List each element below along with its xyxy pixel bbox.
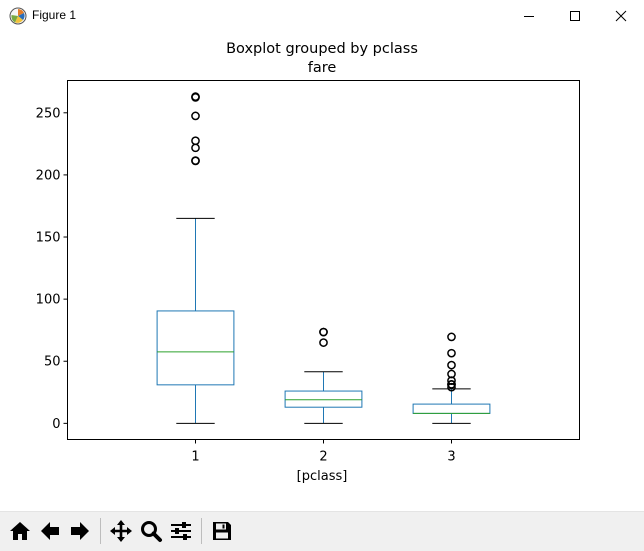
outlier-point — [447, 360, 456, 370]
arrow-right-icon — [71, 522, 89, 540]
outlier-point — [319, 327, 328, 337]
arrow-left-icon — [41, 522, 59, 540]
window-title: Figure 1 — [32, 8, 77, 22]
x-tick-label: 3 — [447, 450, 455, 465]
x-axis: 1 2 3 — [191, 439, 456, 465]
y-tick-label: 100 — [36, 293, 61, 308]
outlier-point — [191, 143, 200, 153]
box-series — [156, 92, 491, 424]
forward-button[interactable] — [66, 517, 94, 545]
navigation-toolbar — [0, 511, 644, 551]
y-axis: 0 50 100 150 200 250 — [36, 106, 68, 432]
window-titlebar: Figure 1 — [0, 0, 644, 33]
close-icon — [615, 10, 627, 22]
y-tick-label: 0 — [52, 417, 60, 432]
pan-button[interactable] — [107, 517, 135, 545]
y-tick-label: 250 — [36, 106, 61, 121]
minimize-button[interactable] — [506, 0, 552, 32]
outlier-point — [447, 348, 456, 358]
box-group-2 — [284, 327, 363, 424]
y-tick-label: 200 — [36, 168, 61, 183]
close-button[interactable] — [598, 0, 644, 32]
outlier-point — [191, 136, 200, 146]
toolbar-separator — [201, 518, 202, 544]
back-button[interactable] — [36, 517, 64, 545]
outlier-point — [191, 111, 200, 121]
y-tick-label: 50 — [44, 355, 61, 370]
x-tick-label: 2 — [319, 450, 327, 465]
outlier-point — [447, 332, 456, 342]
x-tick-label: 1 — [191, 450, 199, 465]
sliders-icon — [171, 522, 191, 540]
toolbar-separator — [100, 518, 101, 544]
x-axis-label: [pclass] — [297, 469, 348, 484]
subplots-button[interactable] — [167, 517, 195, 545]
magnifier-icon — [141, 521, 162, 542]
outlier-point — [191, 92, 200, 101]
box-iqr — [412, 403, 491, 414]
outlier-point — [447, 369, 456, 379]
matplotlib-icon — [9, 7, 27, 25]
home-icon — [10, 522, 30, 540]
chart-subtitle: fare — [308, 60, 337, 76]
home-button[interactable] — [6, 517, 34, 545]
zoom-button[interactable] — [137, 517, 165, 545]
move-icon — [110, 520, 132, 542]
maximize-icon — [570, 11, 580, 21]
outlier-point — [319, 338, 328, 347]
box-iqr — [156, 310, 235, 386]
minimize-icon — [524, 16, 534, 17]
figure-canvas[interactable]: Boxplot grouped by pclass fare 0 50 100 150… — [0, 32, 644, 511]
save-button[interactable] — [208, 517, 236, 545]
maximize-button[interactable] — [552, 0, 598, 32]
box-group-1 — [156, 92, 235, 424]
boxplot-chart: Boxplot grouped by pclass fare 0 50 100 150… — [36, 41, 580, 484]
y-tick-label: 150 — [36, 231, 61, 246]
chart-title: Boxplot grouped by pclass — [226, 41, 418, 57]
floppy-disk-icon — [213, 522, 231, 540]
outlier-point — [191, 156, 200, 165]
box-iqr — [284, 390, 363, 408]
outlier-point — [447, 379, 456, 389]
box-group-3 — [412, 332, 491, 424]
